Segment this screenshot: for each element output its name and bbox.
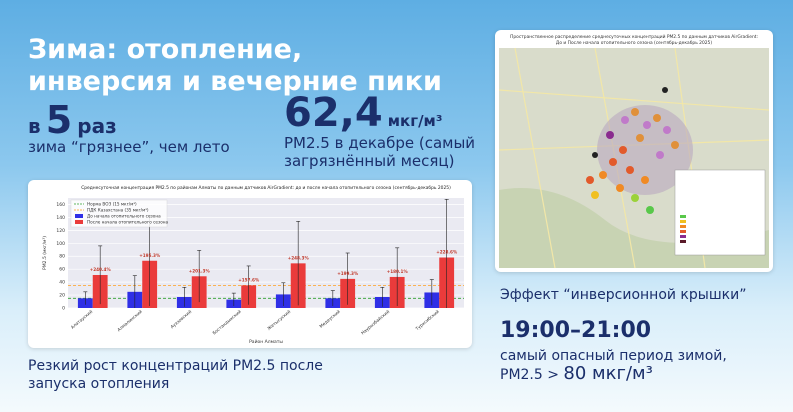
- legend-label: ПДК Казахстана (35 мкг/м³): [87, 208, 149, 213]
- caption-text: PM2.5 >: [500, 367, 559, 383]
- annotation: +180.1%: [387, 269, 409, 274]
- x-tick-label: Бостандыкский: [211, 308, 243, 336]
- chart-card: Среднесуточная концентрация PM2.5 по рай…: [28, 180, 472, 348]
- stat-number: 62,4: [284, 90, 383, 136]
- y-tick-label: 40: [59, 280, 65, 286]
- y-tick-label: 80: [59, 254, 65, 260]
- map-card: Пространственное распределение среднесут…: [495, 30, 773, 272]
- map-caption: Эффект “инверсионной крышки”: [500, 287, 747, 303]
- y-tick-label: 160: [56, 202, 65, 208]
- map-title: Пространственное распределение среднесут…: [510, 33, 758, 40]
- legend-label: После начала отопительного сезона: [87, 220, 168, 225]
- caption-line: самый опасный период зимой,: [500, 348, 727, 364]
- stat-prefix: в: [28, 114, 41, 138]
- y-tick-label: 20: [59, 293, 65, 299]
- annotation: +201.3%: [189, 268, 211, 273]
- stat-caption: самый опасный период зимой, PM2.5 > 80 м…: [500, 347, 727, 384]
- caption-line: PM2.5 в декабре (самый: [284, 134, 476, 152]
- caption-line: PM2.5 > 80 мкг/м³: [500, 365, 727, 384]
- stat-number: 5: [45, 98, 73, 142]
- y-tick-label: 0: [62, 306, 65, 312]
- y-tick-label: 60: [59, 267, 65, 273]
- y-tick-label: 100: [56, 241, 65, 247]
- stat-suffix: раз: [77, 114, 117, 138]
- caption-line: загрязнённый месяц): [284, 152, 455, 170]
- annotation: +228.6%: [436, 250, 458, 255]
- chart-caption: Резкий рост концентраций PM2.5 после зап…: [28, 357, 323, 393]
- x-tick-label: Медеуский: [318, 308, 342, 330]
- legend-label: Норма ВОЗ (15 мкг/м³): [87, 202, 137, 207]
- annotation: +199.3%: [337, 271, 359, 276]
- stat-unit: мкг/м³: [387, 112, 443, 130]
- x-tick-label: Алмалинский: [116, 308, 144, 333]
- annotation: +195.3%: [139, 253, 161, 258]
- y-tick-label: 120: [56, 228, 65, 234]
- annotation: +240.4%: [90, 267, 112, 272]
- stat-2: 62,4 мкг/м³: [284, 90, 442, 136]
- legend-swatch: [75, 220, 83, 224]
- x-axis-label: Район Алматы: [249, 338, 283, 345]
- stat-caption: PM2.5 в декабре (самый загрязнённый меся…: [284, 134, 475, 170]
- chart-title: Среднесуточная концентрация PM2.5 по рай…: [81, 184, 451, 191]
- sensor-dots: [586, 87, 679, 214]
- chart: Среднесуточная концентрация PM2.5 по рай…: [42, 184, 464, 345]
- map-legend-swatches: [680, 215, 686, 243]
- caption-highlight: 80 мкг/м³: [563, 363, 653, 384]
- annotation: +157.6%: [238, 277, 260, 282]
- caption-line: запуска отопления: [28, 376, 170, 392]
- title-line: инверсия и вечерние пики: [28, 66, 442, 97]
- title-line: Зима: отопление,: [28, 34, 303, 65]
- legend-swatch: [75, 214, 83, 218]
- legend: [70, 199, 168, 228]
- x-tick-label: Ауэзовский: [169, 308, 193, 330]
- slide-title: Зима: отопление, инверсия и вечерние пик…: [28, 34, 442, 98]
- map-title: До и После начала отопительного сезона (…: [556, 39, 712, 46]
- map-legend: [674, 169, 766, 256]
- y-tick-label: 140: [56, 215, 65, 221]
- map: Пространственное распределение среднесут…: [498, 33, 770, 269]
- stat-1: в 5 раз: [28, 98, 117, 142]
- stat-number: 19:00–21:00: [500, 318, 652, 343]
- caption-line: Резкий рост концентраций PM2.5 после: [28, 358, 323, 374]
- x-tick-label: Турксибский: [413, 308, 441, 333]
- x-tick-label: Жетысуский: [266, 308, 293, 332]
- legend-label: До начала отопительного сезона: [87, 214, 161, 219]
- annotation: +248.3%: [288, 255, 310, 260]
- x-tick-label: Алатауский: [69, 308, 94, 331]
- x-tick-label: Наурызбайский: [359, 308, 391, 336]
- y-axis-label: PM2.5 (мкг/м³): [42, 236, 48, 270]
- stat-caption: зима “грязнее”, чем лето: [28, 138, 230, 156]
